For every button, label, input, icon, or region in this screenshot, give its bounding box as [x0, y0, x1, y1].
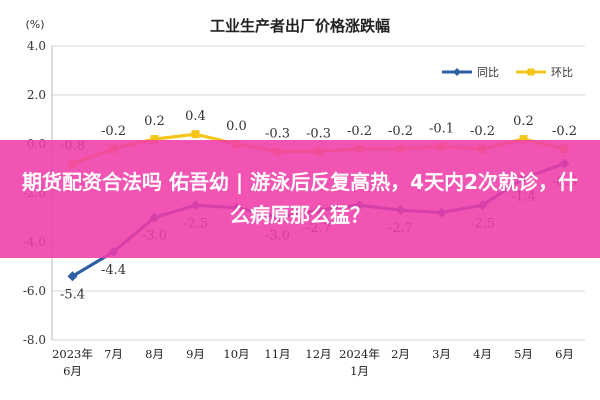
data-label: -0.2	[388, 124, 413, 139]
data-point	[150, 135, 159, 144]
y-tick-label: 2.0	[27, 88, 46, 102]
y-axis-unit: (%)	[25, 18, 44, 31]
data-label: -0.2	[470, 124, 495, 139]
data-label: -0.2	[347, 124, 372, 139]
legend-marker	[527, 68, 535, 76]
data-label: -0.2	[101, 124, 126, 139]
data-point	[191, 130, 200, 139]
legend: 同比 环比	[442, 66, 573, 79]
data-label: -0.3	[306, 126, 331, 141]
data-label: -0.2	[552, 124, 577, 139]
x-tick-label: 11月	[264, 347, 290, 361]
chart-title: 工业生产者出厂价格涨跌幅	[210, 17, 390, 35]
x-tick-label: 10月	[223, 347, 249, 361]
data-label: 0.2	[144, 114, 165, 129]
x-tick-label: 12月	[305, 347, 331, 361]
y-tick-label: -8.0	[23, 333, 46, 347]
x-tick-label: 9月	[186, 347, 205, 361]
headline-text[interactable]: 期货配资合法吗 佑吾幼 | 游泳后反复高热，4天内2次就诊，什么病原那么猛？	[21, 170, 579, 227]
data-label: -0.3	[265, 126, 290, 141]
x-tick-label: 2023年 6月	[52, 347, 93, 378]
data-label: 0.0	[226, 119, 247, 134]
data-label: -0.1	[429, 121, 454, 136]
x-tick-label: 4月	[473, 347, 492, 361]
x-tick-label: 2月	[391, 347, 410, 361]
legend-marker	[453, 68, 461, 76]
data-point	[519, 135, 528, 144]
x-tick-label: 5月	[514, 347, 533, 361]
legend-label-同比: 同比	[477, 66, 499, 79]
y-tick-label: 4.0	[27, 39, 46, 53]
data-label: 0.2	[513, 114, 534, 129]
x-tick-label: 6月	[555, 347, 574, 361]
x-tick-label: 2024年 1月	[339, 347, 380, 378]
x-tick-label: 7月	[104, 347, 123, 361]
headline-banner[interactable]: 期货配资合法吗 佑吾幼 | 游泳后反复高热，4天内2次就诊，什么病原那么猛？	[0, 140, 600, 258]
data-point	[67, 271, 78, 282]
data-label: -4.4	[101, 263, 126, 278]
data-label: 0.4	[185, 109, 206, 124]
y-tick-label: -6.0	[23, 284, 46, 298]
legend-label-环比: 环比	[551, 66, 573, 79]
data-label: -5.4	[60, 287, 85, 302]
x-axis-ticks: 2023年 6月 7月 8月 9月 10月 11月 12月 2024年 1月 2月 3月 4月 5月 6月	[52, 347, 574, 378]
x-tick-label: 3月	[432, 347, 451, 361]
x-tick-label: 8月	[145, 347, 164, 361]
